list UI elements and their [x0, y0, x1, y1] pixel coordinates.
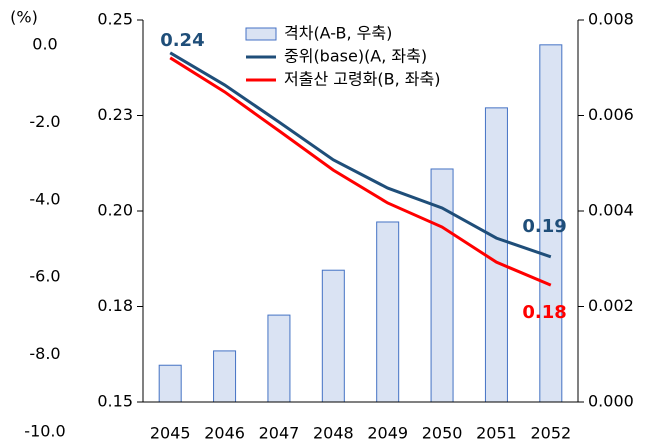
y-tick-label: 0.20 [97, 201, 133, 220]
x-tick-label: 2052 [530, 424, 571, 443]
y3-tick-label: -10.0 [24, 422, 65, 441]
bar [376, 221, 400, 403]
x-tick-label: 2050 [422, 424, 463, 443]
y3-tick-label: -2.0 [29, 112, 60, 131]
y3-tick-label: -4.0 [29, 189, 60, 208]
line [169, 56, 552, 287]
x-tick-label: 2045 [150, 424, 191, 443]
value-label: 0.18 [522, 302, 566, 323]
x-tick-label: 2049 [367, 424, 408, 443]
y-tick-label: 0.25 [97, 10, 133, 29]
y2-tick-label: 0.000 [588, 392, 634, 411]
x-tick-label: 2048 [313, 424, 354, 443]
legend-label: 저출산 고령화(B, 좌축) [284, 70, 440, 89]
y-tick-label: 0.18 [97, 296, 133, 315]
x-tick-label: 2051 [476, 424, 517, 443]
y3-axis-label: (%) [10, 8, 38, 27]
legend-label: 격차(A-B, 우축) [284, 24, 392, 43]
y2-tick-label: 0.008 [588, 10, 634, 29]
y-tick-label: 0.15 [97, 392, 133, 411]
line [169, 51, 552, 259]
y2-tick-label: 0.004 [588, 201, 634, 220]
y3-tick-label: -8.0 [29, 344, 60, 363]
bar [267, 314, 291, 403]
value-label: 0.24 [160, 30, 204, 51]
bar [213, 350, 237, 403]
legend-swatch [245, 27, 277, 41]
y3-tick-label: -6.0 [29, 267, 60, 286]
bar [321, 269, 345, 403]
legend-label: 중위(base)(A, 좌축) [284, 47, 427, 66]
y2-tick-label: 0.002 [588, 296, 634, 315]
bar [484, 107, 508, 403]
y2-tick-label: 0.006 [588, 105, 634, 124]
y3-tick-label: 0.0 [32, 35, 57, 54]
value-label: 0.19 [522, 216, 566, 237]
x-tick-label: 2046 [204, 424, 245, 443]
bar [158, 364, 182, 403]
x-tick-label: 2047 [259, 424, 300, 443]
y-tick-label: 0.23 [97, 105, 133, 124]
